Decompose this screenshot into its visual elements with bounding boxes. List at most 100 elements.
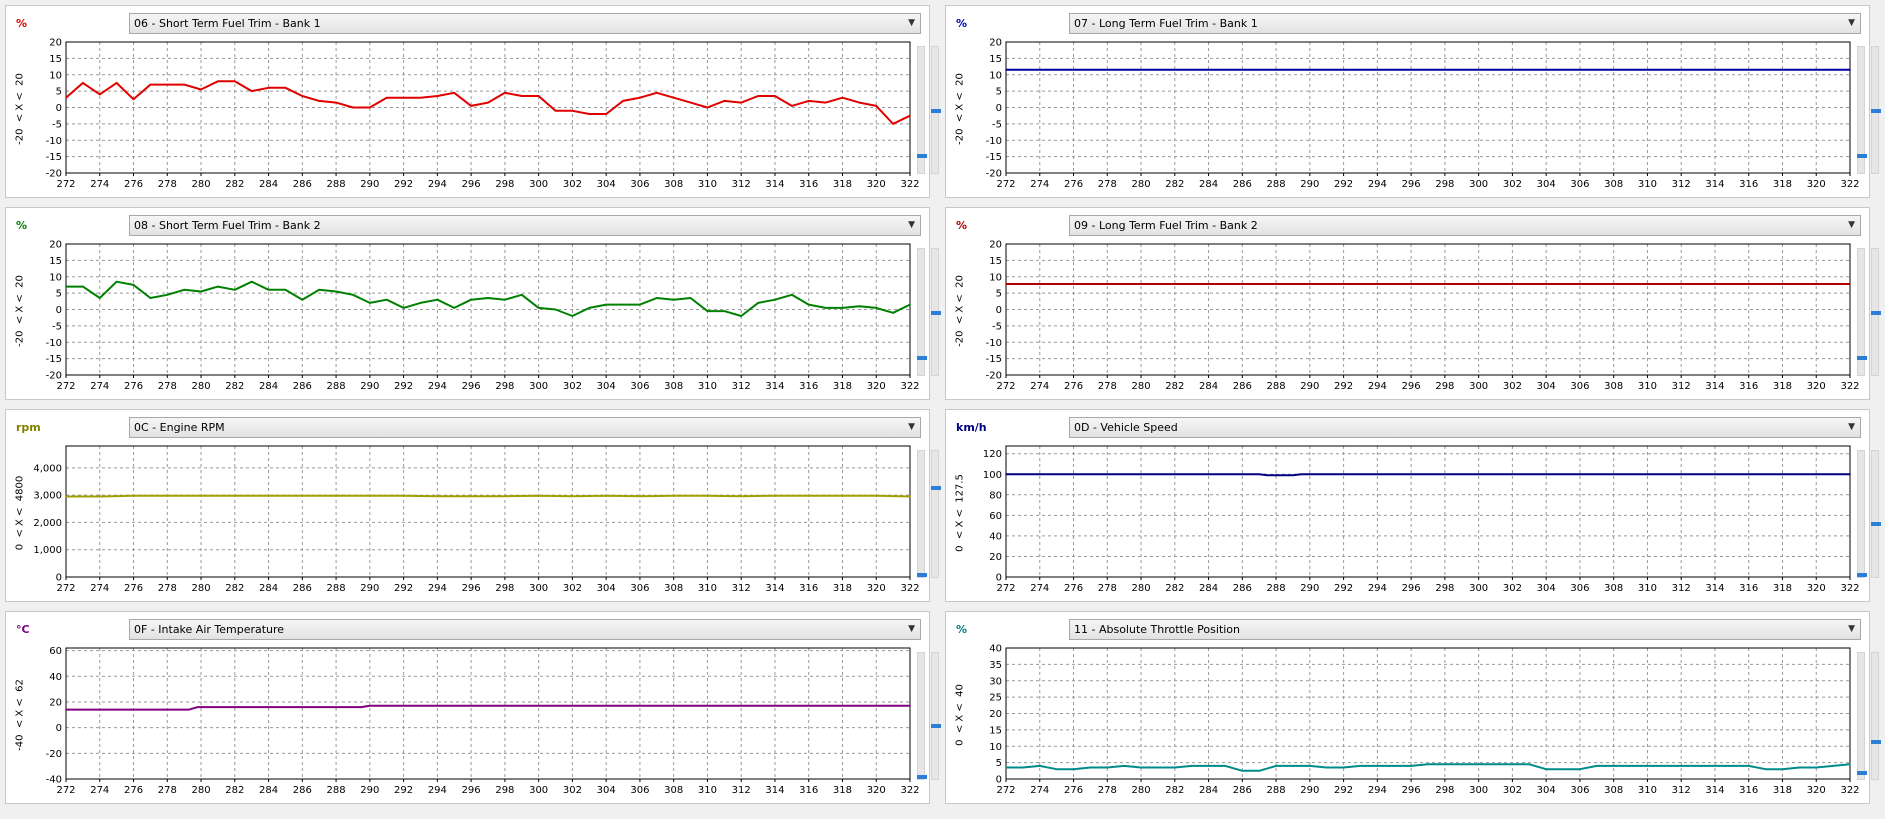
- slider-thumb[interactable]: [931, 485, 941, 490]
- scale-min-slider[interactable]: [1857, 450, 1867, 578]
- x-tick-label: 282: [1165, 583, 1184, 594]
- data-point: [234, 494, 236, 497]
- scale-max-slider[interactable]: [931, 450, 941, 578]
- unit-label: %: [16, 219, 28, 232]
- pid-selector-dropdown[interactable]: 0D - Vehicle Speed ▼: [1069, 417, 1861, 438]
- x-tick-label: 302: [1503, 381, 1522, 392]
- chart-title: 0F - Intake Air Temperature: [134, 623, 285, 636]
- data-point: [166, 83, 169, 86]
- x-tick-label: 296: [462, 381, 481, 392]
- scale-max-slider[interactable]: [931, 652, 941, 780]
- data-point: [217, 80, 219, 83]
- data-point: [537, 95, 540, 97]
- scale-min-slider[interactable]: [917, 248, 927, 376]
- y-tick-label: 15: [989, 54, 1002, 65]
- x-tick-label: 298: [495, 583, 514, 594]
- x-tick-label: 296: [462, 179, 481, 190]
- x-tick-label: 282: [1165, 179, 1184, 190]
- x-tick-label: 316: [799, 583, 818, 594]
- data-point: [672, 298, 675, 301]
- data-point: [504, 91, 506, 94]
- y-tick-label: 30: [989, 676, 1002, 687]
- x-tick-label: 310: [698, 381, 717, 392]
- chevron-down-icon: ▼: [1848, 624, 1855, 634]
- slider-thumb[interactable]: [1857, 355, 1867, 360]
- chevron-down-icon: ▼: [1848, 220, 1855, 230]
- y-tick-label: 20: [49, 240, 62, 251]
- data-point: [301, 95, 304, 97]
- x-tick-label: 302: [563, 381, 582, 392]
- data-point: [149, 297, 152, 299]
- pid-selector-dropdown[interactable]: 06 - Short Term Fuel Trim - Bank 1 ▼: [129, 13, 921, 34]
- data-point: [1157, 766, 1159, 769]
- x-tick-label: 280: [191, 381, 210, 392]
- x-tick-label: 276: [124, 785, 143, 796]
- pid-selector-dropdown[interactable]: 09 - Long Term Fuel Trim - Bank 2 ▼: [1069, 215, 1861, 236]
- x-tick-label: 320: [1807, 179, 1826, 190]
- pid-selector-dropdown[interactable]: 07 - Long Term Fuel Trim - Bank 1 ▼: [1069, 13, 1861, 34]
- scale-min-slider[interactable]: [917, 652, 927, 780]
- pid-selector-dropdown[interactable]: 0F - Intake Air Temperature ▼: [129, 619, 921, 640]
- y-tick-label: 15: [49, 256, 62, 267]
- slider-thumb[interactable]: [1871, 109, 1881, 113]
- x-tick-label: 298: [495, 381, 514, 392]
- chart-title: 06 - Short Term Fuel Trim - Bank 1: [134, 17, 321, 30]
- scale-max-slider[interactable]: [931, 46, 941, 174]
- scale-min-slider[interactable]: [917, 46, 927, 174]
- slider-thumb[interactable]: [1857, 153, 1867, 158]
- slider-thumb[interactable]: [931, 723, 941, 728]
- x-tick-label: 298: [1435, 179, 1454, 190]
- x-tick-label: 312: [732, 583, 751, 594]
- x-tick-label: 282: [225, 381, 244, 392]
- x-tick-label: 290: [1300, 381, 1319, 392]
- scale-max-slider[interactable]: [1871, 450, 1881, 578]
- x-tick-label: 288: [1267, 179, 1286, 190]
- scale-max-slider[interactable]: [1871, 248, 1881, 376]
- x-tick-label: 292: [1334, 381, 1353, 392]
- data-point: [689, 101, 692, 104]
- pid-selector-dropdown[interactable]: 11 - Absolute Throttle Position ▼: [1069, 619, 1861, 640]
- slider-thumb[interactable]: [1857, 572, 1867, 577]
- slider-thumb[interactable]: [1871, 311, 1881, 315]
- slider-thumb[interactable]: [917, 355, 927, 360]
- data-point: [1815, 766, 1818, 769]
- slider-thumb[interactable]: [917, 572, 927, 577]
- x-tick-label: 300: [529, 179, 548, 190]
- scale-min-slider[interactable]: [1857, 652, 1867, 780]
- pid-selector-dropdown[interactable]: 08 - Short Term Fuel Trim - Bank 2 ▼: [129, 215, 921, 236]
- slider-thumb[interactable]: [931, 311, 941, 315]
- pid-selector-dropdown[interactable]: 0C - Engine RPM ▼: [129, 417, 921, 438]
- slider-thumb[interactable]: [1857, 770, 1867, 775]
- slider-thumb[interactable]: [1871, 739, 1881, 744]
- x-tick-label: 322: [900, 179, 919, 190]
- scale-max-slider[interactable]: [931, 248, 941, 376]
- data-point: [132, 98, 135, 101]
- slider-thumb[interactable]: [917, 153, 927, 158]
- data-point: [352, 293, 354, 296]
- x-tick-label: 282: [225, 179, 244, 190]
- data-point: [200, 494, 202, 497]
- slider-thumb[interactable]: [1871, 521, 1881, 526]
- x-tick-label: 316: [1739, 785, 1758, 796]
- scale-min-slider[interactable]: [1857, 46, 1867, 174]
- y-tick-label: 4,000: [33, 463, 62, 474]
- scale-min-slider[interactable]: [1857, 248, 1867, 376]
- data-point: [98, 495, 101, 498]
- data-point: [318, 100, 321, 102]
- y-tick-label: -15: [986, 354, 1002, 365]
- x-tick-label: 312: [1672, 381, 1691, 392]
- x-tick-label: 272: [996, 381, 1015, 392]
- slider-thumb[interactable]: [931, 109, 941, 113]
- x-tick-label: 316: [1739, 583, 1758, 594]
- scale-max-slider[interactable]: [1871, 46, 1881, 174]
- data-point: [82, 82, 84, 84]
- data-point: [1849, 473, 1851, 476]
- slider-thumb[interactable]: [917, 774, 927, 779]
- unit-label: %: [16, 17, 28, 30]
- x-tick-label: 284: [259, 381, 278, 392]
- x-tick-label: 296: [1402, 785, 1421, 796]
- scale-max-slider[interactable]: [1871, 652, 1881, 780]
- data-point: [1731, 765, 1733, 767]
- data-point: [774, 494, 776, 497]
- scale-min-slider[interactable]: [917, 450, 927, 578]
